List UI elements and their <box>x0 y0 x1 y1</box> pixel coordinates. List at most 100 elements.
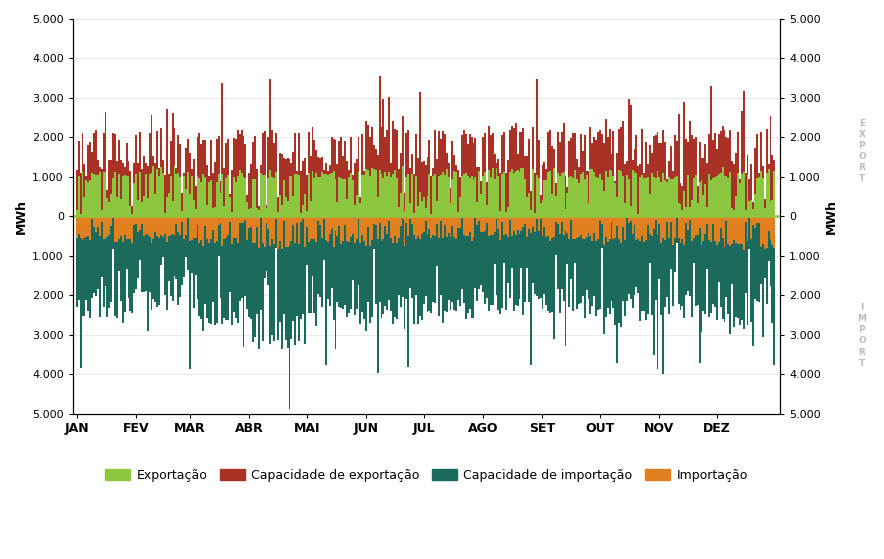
Bar <box>682 186 683 210</box>
Bar <box>214 163 216 207</box>
Bar <box>103 172 104 216</box>
Text: I
M
P
O
R
T: I M P O R T <box>857 303 866 368</box>
Bar <box>306 211 308 216</box>
Bar <box>319 158 321 177</box>
Bar <box>424 216 427 221</box>
Bar <box>187 216 189 218</box>
Bar <box>470 216 473 241</box>
Bar <box>323 216 325 219</box>
Bar <box>216 139 217 182</box>
Bar <box>641 216 643 236</box>
Bar <box>403 216 406 245</box>
Bar <box>511 126 513 169</box>
Bar <box>524 216 526 224</box>
Bar <box>628 179 629 216</box>
Bar <box>751 239 752 322</box>
Bar <box>716 176 718 216</box>
Bar <box>239 216 240 223</box>
Bar <box>764 216 766 249</box>
Bar <box>254 243 256 337</box>
Bar <box>659 143 660 177</box>
Bar <box>521 168 522 216</box>
Bar <box>570 176 572 216</box>
Bar <box>713 224 714 304</box>
Bar <box>273 216 275 244</box>
Bar <box>649 234 651 263</box>
Bar <box>275 172 277 216</box>
Bar <box>591 241 593 306</box>
Bar <box>639 177 641 216</box>
Bar <box>595 240 597 316</box>
Bar <box>81 132 83 172</box>
Bar <box>526 216 528 237</box>
Bar <box>639 216 641 241</box>
Bar <box>189 193 191 216</box>
Bar <box>408 174 409 216</box>
Bar <box>185 216 187 235</box>
Bar <box>452 140 453 178</box>
Bar <box>613 216 614 239</box>
Bar <box>147 235 149 330</box>
Bar <box>726 221 728 297</box>
Bar <box>377 216 378 239</box>
Bar <box>176 216 178 224</box>
Bar <box>660 243 662 315</box>
Bar <box>568 177 570 216</box>
Bar <box>162 173 164 216</box>
Bar <box>398 238 400 295</box>
Bar <box>595 140 597 177</box>
Bar <box>155 194 156 216</box>
Bar <box>398 216 400 238</box>
Bar <box>413 174 415 212</box>
Bar <box>693 238 695 263</box>
Bar <box>178 232 179 305</box>
Bar <box>222 83 224 174</box>
Bar <box>432 235 434 302</box>
Bar <box>536 79 537 176</box>
Bar <box>224 216 225 239</box>
Bar <box>585 216 588 237</box>
Bar <box>216 241 217 323</box>
Bar <box>126 177 127 216</box>
Bar <box>547 236 549 311</box>
Bar <box>490 216 492 235</box>
Bar <box>413 212 415 216</box>
Bar <box>285 216 286 247</box>
Bar <box>666 182 668 216</box>
Bar <box>80 216 81 238</box>
Bar <box>539 203 542 216</box>
Bar <box>424 208 427 216</box>
Bar <box>80 238 81 368</box>
Bar <box>549 241 551 312</box>
Bar <box>507 236 509 283</box>
Bar <box>268 229 270 285</box>
Bar <box>570 220 572 279</box>
Bar <box>721 238 724 319</box>
Bar <box>311 239 314 276</box>
Bar <box>752 225 754 347</box>
Bar <box>325 240 327 366</box>
Bar <box>258 206 260 210</box>
Bar <box>530 233 532 365</box>
Bar <box>532 126 534 169</box>
Bar <box>490 235 492 305</box>
Bar <box>95 216 97 232</box>
Bar <box>360 203 362 216</box>
Bar <box>728 216 729 244</box>
Bar <box>567 216 568 233</box>
Bar <box>578 238 580 304</box>
Bar <box>386 176 388 216</box>
Bar <box>97 216 99 228</box>
Bar <box>277 249 279 340</box>
Bar <box>480 181 482 195</box>
Bar <box>240 216 242 222</box>
Bar <box>321 238 323 307</box>
Bar <box>521 231 522 268</box>
Bar <box>731 209 733 216</box>
Bar <box>620 216 622 243</box>
Bar <box>158 168 160 177</box>
Bar <box>143 156 145 196</box>
Bar <box>149 236 150 292</box>
Bar <box>614 238 616 325</box>
Bar <box>283 216 285 221</box>
